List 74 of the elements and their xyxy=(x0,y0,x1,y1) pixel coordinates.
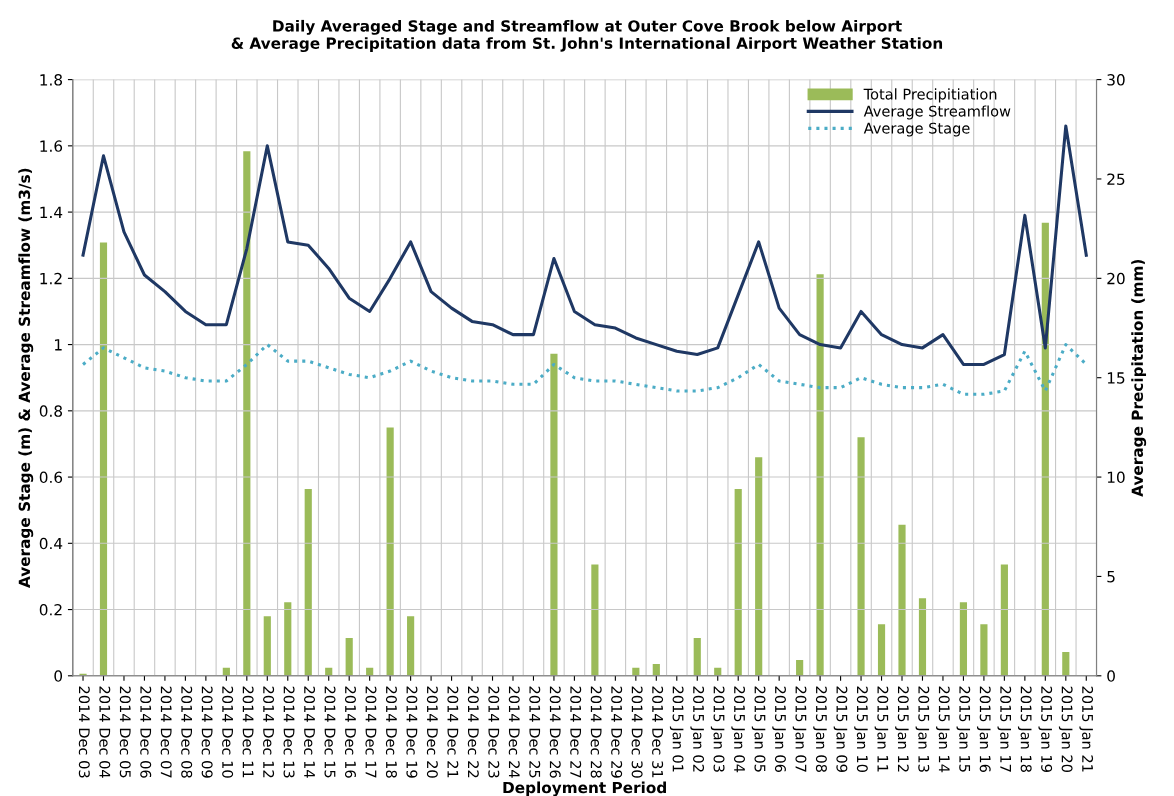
legend-label: Total Precipitiation xyxy=(863,88,997,103)
x-tick-label: 2014 Dec 22 xyxy=(467,686,479,778)
x-tick-label: 2014 Dec 25 xyxy=(529,686,541,778)
x-tick-label: 2015 Jan 05 xyxy=(751,686,766,772)
x-tick-label: 2015 Jan 09 xyxy=(833,686,848,772)
x-tick-label: 2015 Jan 17 xyxy=(997,686,1012,772)
x-tick-label: 2014 Dec 07 xyxy=(160,686,172,778)
x-tick-label: 2014 Dec 16 xyxy=(344,686,356,778)
x-tick-label: 2014 Dec 15 xyxy=(324,686,336,778)
x-tick-label: 2015 Jan 21 xyxy=(1079,686,1094,772)
y-tick-label: 1.8 xyxy=(40,74,63,86)
x-tick-label: 2014 Dec 10 xyxy=(222,686,234,778)
x-tick-label: 2014 Dec 24 xyxy=(508,686,520,778)
x-tick-label: 2014 Dec 21 xyxy=(447,686,459,778)
x-tick-label: 2015 Jan 10 xyxy=(854,686,868,772)
x-tick-label: 2015 Jan 16 xyxy=(976,686,991,773)
x-tick-label: 2015 Jan 13 xyxy=(915,686,930,772)
x-tick-label: 2015 Jan 15 xyxy=(956,686,971,772)
x-tick-label: 2014 Dec 26 xyxy=(549,686,561,778)
x-tick-label: 2014 Dec 04 xyxy=(99,686,111,778)
y-tick-label: 0.4 xyxy=(39,537,63,550)
x-tick-label: 2014 Dec 05 xyxy=(119,686,131,778)
legend-label: Average Streamflow xyxy=(863,105,1011,120)
legend-label: Average Stage xyxy=(863,122,970,137)
x-tick-label: 2015 Jan 01 xyxy=(669,686,684,772)
x-tick-label: 2014 Dec 23 xyxy=(488,686,500,778)
y-tick-label: 0.2 xyxy=(39,604,62,616)
y2-tick-label: 25 xyxy=(1107,173,1125,185)
y2-tick-label: 10 xyxy=(1107,471,1125,484)
x-tick-label: 2015 Jan 20 xyxy=(1058,686,1073,772)
y2-tick-label: 5 xyxy=(1107,571,1115,583)
x-tick-label: 2014 Dec 28 xyxy=(590,686,602,778)
x-tick-label: 2015 Jan 08 xyxy=(813,686,827,772)
x-tick-label: 2014 Dec 20 xyxy=(426,686,438,778)
y-tick-label: 0.8 xyxy=(39,405,63,417)
x-tick-label: 2014 Dec 29 xyxy=(611,686,623,778)
y-axis-title: Average Stage (m) & Average Streamflow (m3/s) xyxy=(18,168,34,588)
x-tick-label: 2014 Dec 09 xyxy=(201,686,213,778)
x-tick-label: 2014 Dec 19 xyxy=(406,686,418,778)
x-tick-label: 2014 Dec 13 xyxy=(283,686,295,778)
y-tick-label: 1.6 xyxy=(40,140,63,152)
x-tick-label: 2014 Dec 06 xyxy=(140,686,152,778)
x-axis-title: Deployment Period xyxy=(503,781,666,796)
x-tick-label: 2015 Jan 19 xyxy=(1038,686,1053,772)
chart-title: Daily Averaged Stage and Streamflow at Outer Cove Brook below Airport & Average Precipitation data from St. John's International Airport Weather Station xyxy=(231,19,943,53)
y-tick-label: 0.6 xyxy=(39,471,63,484)
x-tick-label: 2014 Dec 14 xyxy=(304,686,316,778)
x-tick-label: 2014 Dec 27 xyxy=(570,686,582,778)
y-tick-label: 1.2 xyxy=(40,272,62,285)
x-tick-label: 2014 Dec 17 xyxy=(365,686,377,778)
x-tick-label: 2014 Dec 11 xyxy=(242,686,254,778)
y-tick-label: 1 xyxy=(55,339,62,351)
y-tick-label: 0 xyxy=(54,670,63,682)
y2-axis-title: Average Precipitation (mm) xyxy=(1131,259,1147,497)
x-tick-label: 2015 Jan 02 xyxy=(690,686,705,772)
y2-tick-label: 15 xyxy=(1107,372,1125,384)
x-tick-label: 2015 Jan 06 xyxy=(772,686,786,773)
x-tick-label: 2014 Dec 31 xyxy=(652,686,664,778)
x-tick-label: 2014 Dec 03 xyxy=(78,686,90,778)
y-tick-label: 1.4 xyxy=(40,206,63,218)
x-tick-label: 2015 Jan 07 xyxy=(792,686,807,772)
x-tick-label: 2014 Dec 18 xyxy=(385,686,397,778)
x-tick-label: 2015 Jan 14 xyxy=(936,686,950,773)
x-tick-label: 2014 Dec 30 xyxy=(631,686,643,778)
y2-tick-label: 20 xyxy=(1107,272,1125,285)
x-tick-label: 2015 Jan 03 xyxy=(710,686,725,772)
x-tick-label: 2015 Jan 12 xyxy=(895,686,909,772)
y2-tick-label: 30 xyxy=(1107,74,1125,86)
x-tick-label: 2015 Jan 18 xyxy=(1017,686,1032,772)
x-tick-label: 2014 Dec 12 xyxy=(263,686,275,778)
x-tick-label: 2015 Jan 11 xyxy=(874,686,889,772)
x-tick-label: 2014 Dec 08 xyxy=(181,686,193,778)
y2-tick-label: 0 xyxy=(1107,670,1115,682)
x-tick-label: 2015 Jan 04 xyxy=(731,686,746,773)
